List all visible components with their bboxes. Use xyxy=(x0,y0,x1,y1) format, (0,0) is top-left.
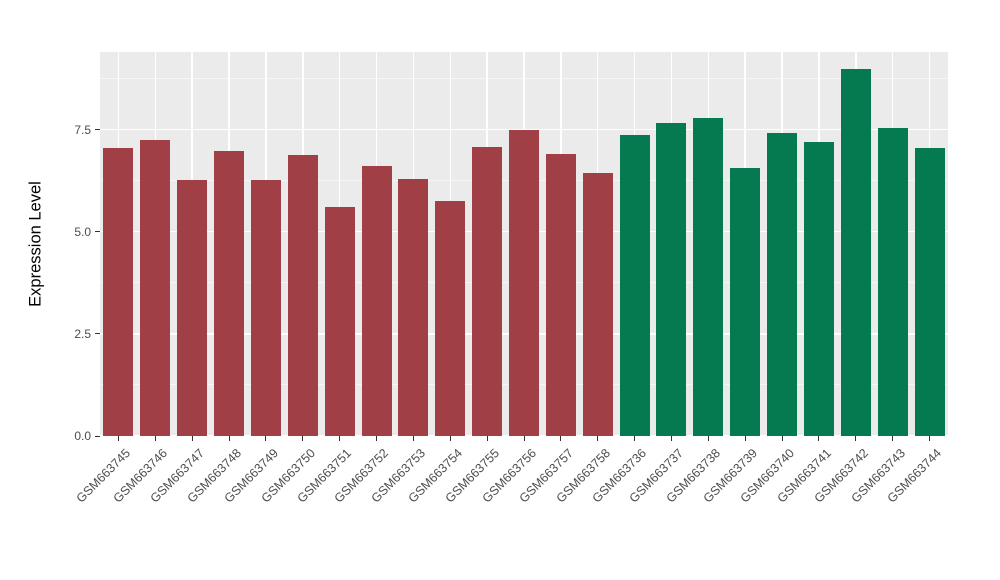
x-tick-mark xyxy=(339,436,341,441)
y-tick-label: 5.0 xyxy=(74,224,91,239)
bar-GSM663744 xyxy=(914,148,945,436)
x-tick-mark xyxy=(929,436,931,441)
bar-GSM663753 xyxy=(398,178,429,436)
bar-GSM663754 xyxy=(435,201,466,436)
x-tick-mark xyxy=(117,436,119,441)
x-tick-mark xyxy=(376,436,378,441)
bar-GSM663750 xyxy=(287,154,318,436)
bar-GSM663736 xyxy=(619,134,650,436)
x-tick-mark xyxy=(597,436,599,441)
bar-GSM663756 xyxy=(509,129,539,436)
x-tick-mark xyxy=(265,436,267,441)
x-tick-mark xyxy=(449,436,451,441)
y-tick-label: 2.5 xyxy=(74,326,91,341)
x-tick-mark xyxy=(781,436,783,441)
x-tick-mark xyxy=(855,436,857,441)
bar-GSM663742 xyxy=(840,69,871,436)
x-tick-mark xyxy=(486,436,488,441)
x-tick-mark xyxy=(670,436,672,441)
bar-GSM663738 xyxy=(693,118,724,436)
bar-GSM663741 xyxy=(803,141,834,436)
bar-GSM663751 xyxy=(324,207,355,436)
x-tick-mark xyxy=(892,436,894,441)
bar-GSM663748 xyxy=(214,150,245,436)
x-tick-mark xyxy=(707,436,709,441)
bar-GSM663758 xyxy=(582,173,613,436)
x-tick-mark xyxy=(228,436,230,441)
bar-GSM663740 xyxy=(767,132,798,436)
x-tick-mark xyxy=(634,436,636,441)
y-tick-mark xyxy=(95,333,100,335)
x-tick-mark xyxy=(744,436,746,441)
y-tick-mark xyxy=(95,129,100,131)
x-tick-mark xyxy=(560,436,562,441)
y-tick-label: 0.0 xyxy=(74,429,91,443)
bar-GSM663747 xyxy=(177,179,208,436)
plot-panel xyxy=(100,52,948,436)
x-tick-mark xyxy=(818,436,820,441)
x-tick-mark xyxy=(191,436,193,441)
y-tick-mark xyxy=(95,435,100,437)
x-tick-mark xyxy=(412,436,414,441)
bar-GSM663749 xyxy=(250,179,281,436)
x-tick-mark xyxy=(154,436,156,441)
bar-GSM663743 xyxy=(877,127,908,436)
bar-GSM663745 xyxy=(103,148,134,436)
bar-GSM663755 xyxy=(472,146,503,436)
bar-GSM663739 xyxy=(730,168,761,436)
bar-GSM663757 xyxy=(545,154,576,436)
y-axis-title: Expression Level xyxy=(26,181,45,307)
x-tick-mark xyxy=(523,436,525,441)
x-tick-mark xyxy=(302,436,304,441)
bar-GSM663737 xyxy=(656,123,687,436)
y-tick-label: 7.5 xyxy=(74,122,91,137)
bar-GSM663752 xyxy=(361,166,392,436)
bar-GSM663746 xyxy=(140,139,171,436)
y-tick-mark xyxy=(95,231,100,233)
